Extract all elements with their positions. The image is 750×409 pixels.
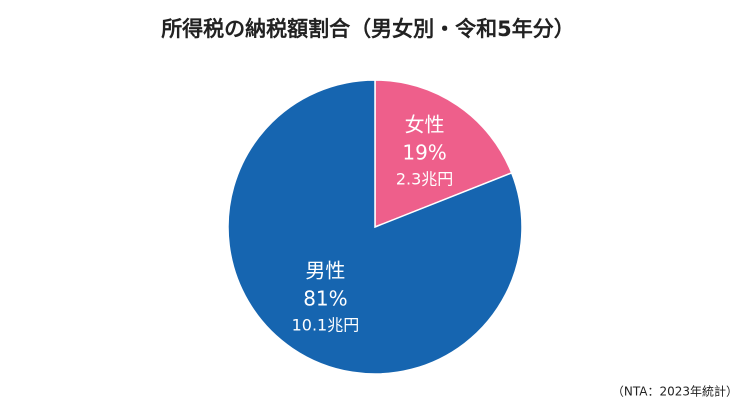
slice-category: 女性 bbox=[405, 113, 445, 137]
pie-slice bbox=[227, 79, 523, 375]
chart-title: 所得税の納税額割合（男女別・令和5年分） bbox=[161, 17, 575, 41]
source-note: （NTA：2023年統計） bbox=[612, 384, 738, 399]
slice-amount-label: 10.1兆円 bbox=[292, 315, 360, 334]
slice-value-label: 19% bbox=[402, 141, 446, 165]
pie-slice bbox=[374, 79, 513, 229]
slice-amount-label: 2.3兆円 bbox=[396, 170, 453, 189]
slice-category: 男性 bbox=[305, 258, 345, 282]
slice-value-label: 81% bbox=[303, 286, 347, 310]
